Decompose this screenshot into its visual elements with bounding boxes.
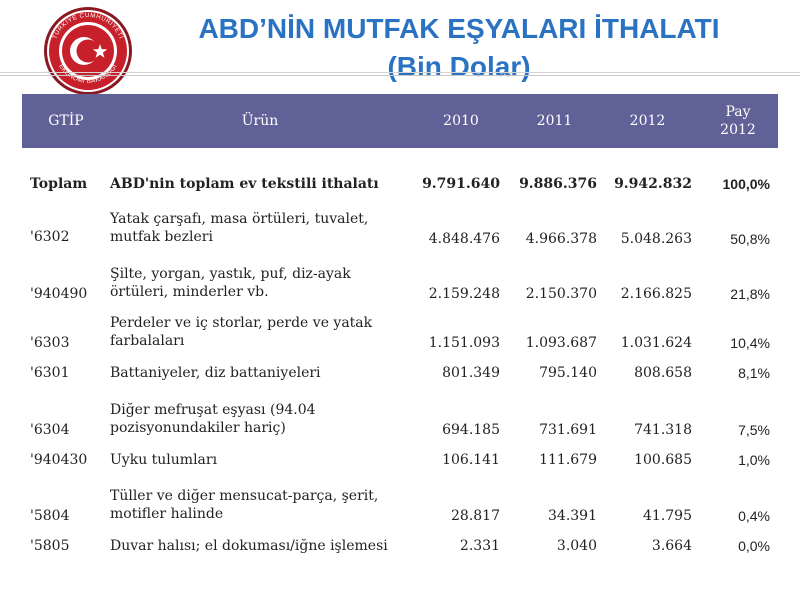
cell-product: ABD'nin toplam ev tekstili ithalatı bbox=[110, 176, 379, 192]
cell-product: Uyku tulumları bbox=[110, 452, 218, 468]
cell-2011: 9.886.376 bbox=[519, 176, 597, 192]
divider bbox=[0, 72, 800, 73]
cell-2011: 1.093.687 bbox=[525, 335, 597, 351]
cell-code: Toplam bbox=[30, 176, 88, 192]
cell-2011: 795.140 bbox=[539, 365, 597, 381]
cell-2012: 41.795 bbox=[643, 508, 692, 524]
table-row: '5804 Tüller ve diğer mensucat-parça, şe… bbox=[22, 485, 778, 525]
header-2010: 2010 bbox=[443, 113, 479, 129]
header-urun: Ürün bbox=[241, 113, 279, 129]
page-title: ABD’NİN MUTFAK EŞYALARI İTHALATI (Bin Do… bbox=[150, 10, 768, 86]
cell-2012: 2.166.825 bbox=[620, 286, 692, 302]
cell-pay: 21,8% bbox=[730, 286, 770, 302]
cell-2010: 9.791.640 bbox=[422, 176, 500, 192]
header-2011: 2011 bbox=[536, 113, 573, 129]
cell-2012: 100.685 bbox=[634, 452, 692, 468]
cell-2010: 4.848.476 bbox=[428, 231, 500, 247]
cell-2011: 4.966.378 bbox=[525, 231, 597, 247]
cell-pay: 100,0% bbox=[722, 176, 770, 192]
cell-2012: 5.048.263 bbox=[620, 231, 692, 247]
table-row: '6301 Battaniyeler, diz battaniyeleri 80… bbox=[22, 362, 778, 384]
cell-code: '940490 bbox=[30, 286, 88, 302]
cell-2010: 694.185 bbox=[442, 422, 500, 438]
divider bbox=[0, 75, 800, 76]
cell-2011: 3.040 bbox=[556, 538, 597, 554]
table-row: '940430 Uyku tulumları 106.141 111.679 1… bbox=[22, 449, 778, 471]
cell-product: Perdeler ve iç storlar, perde ve yatak f… bbox=[110, 315, 373, 349]
cell-2010: 801.349 bbox=[442, 365, 500, 381]
cell-2012: 741.318 bbox=[634, 422, 692, 438]
cell-2011: 731.691 bbox=[539, 422, 597, 438]
table-row: '940490 Şilte, yorgan, yastık, puf, diz-… bbox=[22, 263, 778, 303]
cell-code: '6304 bbox=[30, 422, 70, 438]
title-line-2: (Bin Dolar) bbox=[387, 51, 531, 82]
cell-product: Battaniyeler, diz battaniyeleri bbox=[110, 365, 321, 381]
header-gtip: GTİP bbox=[48, 113, 84, 129]
cell-product: Duvar halısı; el dokuması/iğne işlemesi bbox=[110, 538, 388, 554]
cell-code: '5804 bbox=[30, 508, 70, 524]
cell-2010: 28.817 bbox=[451, 508, 500, 524]
cell-pay: 0,4% bbox=[738, 508, 770, 524]
cell-2010: 106.141 bbox=[442, 452, 500, 468]
cell-2010: 2.159.248 bbox=[428, 286, 500, 302]
cell-code: '6301 bbox=[30, 365, 70, 381]
cell-pay: 1,0% bbox=[738, 452, 770, 468]
cell-code: '940430 bbox=[30, 452, 88, 468]
cell-pay: 7,5% bbox=[738, 422, 770, 438]
header-2012: 2012 bbox=[629, 113, 666, 129]
cell-2012: 9.942.832 bbox=[614, 176, 692, 192]
table-row: '6304 Diğer mefruşat eşyası (94.04 pozis… bbox=[22, 399, 778, 439]
cell-code: '6302 bbox=[30, 229, 70, 245]
cell-pay: 8,1% bbox=[738, 365, 770, 381]
cell-pay: 10,4% bbox=[730, 335, 770, 351]
table-row: '5805 Duvar halısı; el dokuması/iğne işl… bbox=[22, 535, 778, 557]
header-pay: Pay 2012 bbox=[698, 94, 778, 148]
cell-code: '5805 bbox=[30, 538, 70, 554]
cell-product: Şilte, yorgan, yastık, puf, diz-ayak ört… bbox=[110, 266, 351, 300]
cell-2012: 808.658 bbox=[634, 365, 692, 381]
cell-2012: 1.031.624 bbox=[620, 335, 692, 351]
cell-product: Yatak çarşafı, masa örtüleri, tuvalet, m… bbox=[110, 211, 369, 245]
cell-2012: 3.664 bbox=[651, 538, 692, 554]
cell-pay: 50,8% bbox=[730, 231, 770, 247]
table-header: GTİP Ürün 2010 2011 2012 Pay 2012 bbox=[22, 94, 778, 148]
cell-pay: 0,0% bbox=[738, 538, 770, 554]
cell-product: Diğer mefruşat eşyası (94.04 pozisyonund… bbox=[110, 402, 316, 436]
header-pay-line2: 2012 bbox=[720, 122, 756, 138]
cell-2010: 1.151.093 bbox=[428, 335, 500, 351]
cell-2010: 2.331 bbox=[459, 538, 500, 554]
table-row: '6302 Yatak çarşafı, masa örtüleri, tuva… bbox=[22, 208, 778, 248]
header-pay-line1: Pay bbox=[725, 104, 751, 120]
title-line-1: ABD’NİN MUTFAK EŞYALARI İTHALATI bbox=[198, 13, 720, 44]
cell-2011: 111.679 bbox=[539, 452, 597, 468]
cell-code: '6303 bbox=[30, 335, 70, 351]
cell-2011: 2.150.370 bbox=[525, 286, 597, 302]
cell-product: Tüller ve diğer mensucat-parça, şerit, m… bbox=[110, 488, 379, 522]
table-row: '6303 Perdeler ve iç storlar, perde ve y… bbox=[22, 312, 778, 352]
cell-2011: 34.391 bbox=[548, 508, 597, 524]
ministry-logo-icon: TÜRKİYE CUMHURİYETİ EKONOMİ BAKANLIĞI bbox=[40, 6, 136, 96]
table-row: Toplam ABD'nin toplam ev tekstili ithala… bbox=[22, 172, 778, 196]
